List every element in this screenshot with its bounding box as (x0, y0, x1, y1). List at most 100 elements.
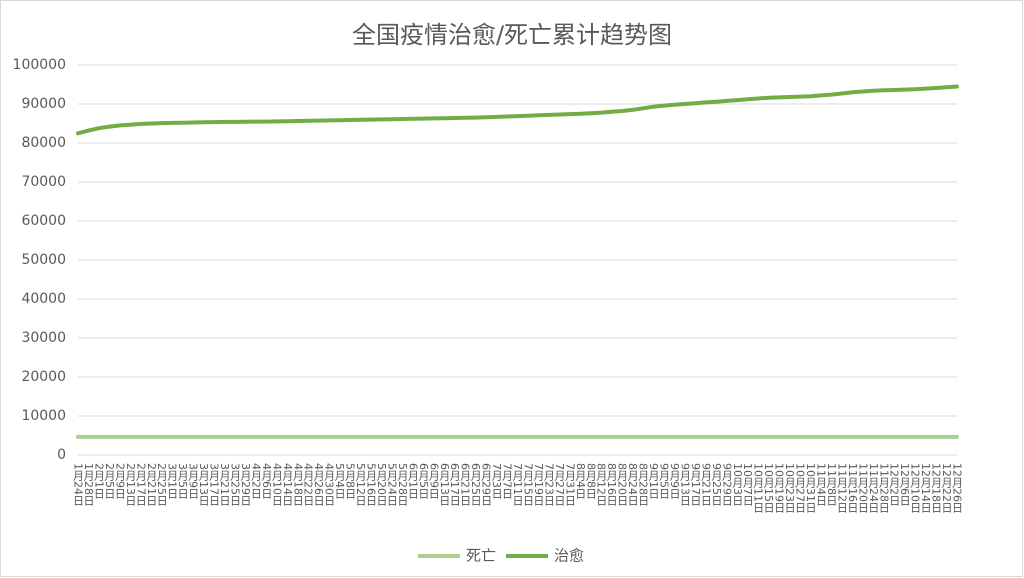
x-tick-label: 2月5日 (103, 463, 116, 499)
x-tick-label: 11月4日 (814, 463, 827, 506)
x-tick-label: 1月24日 (72, 463, 85, 506)
x-tick-label: 4月26日 (312, 463, 325, 506)
x-tick-label: 11月24日 (867, 463, 880, 513)
x-tick-label: 3月25日 (228, 463, 241, 506)
y-tick-label: 10000 (21, 408, 66, 424)
x-tick-label: 6月29日 (480, 463, 493, 506)
y-tick-label: 20000 (21, 369, 66, 385)
x-tick-label: 10月31日 (804, 463, 817, 513)
x-tick-label: 4月6日 (260, 463, 273, 499)
x-tick-label: 5月24日 (385, 463, 398, 506)
x-tick-label: 11月16日 (846, 463, 859, 513)
x-tick-label: 3月5日 (176, 463, 189, 499)
x-tick-label: 12月10日 (909, 463, 922, 513)
x-tick-label: 11月8日 (825, 463, 838, 506)
x-tick-label: 7月7日 (501, 463, 514, 499)
x-tick-label: 7月19日 (532, 463, 545, 506)
x-tick-label: 5月16日 (365, 463, 378, 506)
x-tick-label: 6月5日 (417, 463, 430, 499)
x-tick-label: 11月20日 (856, 463, 869, 513)
x-tick-label: 3月13日 (197, 463, 210, 506)
x-tick-label: 4月22日 (302, 463, 315, 506)
x-tick-label: 6月25日 (469, 463, 482, 506)
x-tick-label: 2月9日 (113, 463, 126, 499)
x-tick-label: 10月27日 (794, 463, 807, 513)
y-tick-label: 80000 (21, 135, 66, 151)
x-tick-label: 12月14日 (919, 463, 932, 513)
x-tick-label: 9月25日 (710, 463, 723, 506)
x-tick-label: 7月23日 (542, 463, 555, 506)
x-tick-label: 11月28日 (877, 463, 890, 513)
y-tick-label: 40000 (21, 291, 66, 307)
x-tick-label: 1月28日 (82, 463, 95, 506)
x-tick-label: 2月17日 (134, 463, 147, 506)
x-tick-label: 10月15日 (762, 463, 775, 513)
x-tick-label: 8月4日 (574, 463, 587, 499)
x-tick-label: 6月17日 (448, 463, 461, 506)
x-tick-label: 4月10日 (270, 463, 283, 506)
x-tick-label: 6月9日 (427, 463, 440, 499)
x-tick-label: 8月20日 (616, 463, 629, 506)
x-tick-label: 8月24日 (626, 463, 639, 506)
x-tick-label: 9月29日 (720, 463, 733, 506)
x-tick-label: 2月25日 (155, 463, 168, 506)
series-line (76, 84, 959, 136)
x-tick-label: 3月9日 (187, 463, 200, 499)
x-tick-label: 3月29日 (239, 463, 252, 506)
x-tick-label: 12月2日 (888, 463, 901, 506)
x-tick-label: 5月12日 (354, 463, 367, 506)
x-tick-label: 5月4日 (333, 463, 346, 499)
x-tick-label: 9月9日 (668, 463, 681, 499)
x-tick-label: 9月13日 (678, 463, 691, 506)
x-tick-label: 8月8日 (584, 463, 597, 499)
x-tick-label: 4月2日 (249, 463, 262, 499)
x-tick-label: 8月28日 (637, 463, 650, 506)
y-tick-label: 100000 (13, 57, 66, 73)
x-tick-label: 3月1日 (166, 463, 179, 499)
y-tick-label: 90000 (21, 96, 66, 112)
y-tick-label: 70000 (21, 174, 66, 190)
x-tick-label: 10月7日 (741, 463, 754, 506)
x-tick-label: 3月21日 (218, 463, 231, 506)
y-tick-label: 60000 (21, 213, 66, 229)
x-tick-label: 4月18日 (291, 463, 304, 506)
x-tick-label: 9月1日 (647, 463, 660, 499)
y-tick-label: 30000 (21, 330, 66, 346)
legend-label: 死亡 (466, 547, 496, 565)
y-tick-label: 0 (57, 447, 66, 463)
x-tick-label: 12月22日 (940, 463, 953, 513)
x-tick-label: 10月3日 (731, 463, 744, 506)
x-tick-label: 12月26日 (951, 463, 964, 513)
x-tick-label: 9月21日 (699, 463, 712, 506)
y-tick-label: 50000 (21, 252, 66, 268)
x-tick-label: 5月20日 (375, 463, 388, 506)
x-tick-label: 7月27日 (553, 463, 566, 506)
x-tick-label: 6月21日 (459, 463, 472, 506)
legend-label: 治愈 (554, 547, 584, 565)
x-tick-label: 4月14日 (281, 463, 294, 506)
x-tick-label: 11月12日 (835, 463, 848, 513)
x-tick-label: 3月17日 (208, 463, 221, 506)
x-tick-label: 10月11日 (752, 463, 765, 513)
x-tick-label: 6月1日 (406, 463, 419, 499)
x-tick-label: 10月23日 (783, 463, 796, 513)
chart-title: 全国疫情治愈/死亡累计趋势图 (352, 21, 672, 49)
x-tick-label: 7月3日 (490, 463, 503, 499)
x-tick-label: 5月8日 (344, 463, 357, 499)
x-tick-label: 2月21日 (145, 463, 158, 506)
x-tick-label: 4月30日 (323, 463, 336, 506)
x-tick-label: 9月5日 (658, 463, 671, 499)
x-tick-label: 10月19日 (773, 463, 786, 513)
x-tick-label: 5月28日 (396, 463, 409, 506)
x-tick-label: 12月6日 (898, 463, 911, 506)
x-tick-label: 9月17日 (689, 463, 702, 506)
x-tick-label: 2月13日 (124, 463, 137, 506)
x-tick-label: 7月11日 (511, 463, 524, 506)
x-tick-label: 8月16日 (605, 463, 618, 506)
x-tick-label: 6月13日 (438, 463, 451, 506)
x-tick-label: 12月18日 (930, 463, 943, 513)
x-tick-label: 8月12日 (595, 463, 608, 506)
x-tick-label: 2月1日 (92, 463, 105, 499)
